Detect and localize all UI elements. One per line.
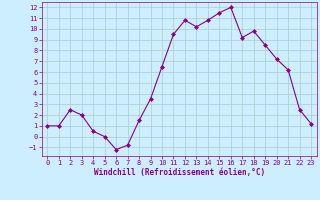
X-axis label: Windchill (Refroidissement éolien,°C): Windchill (Refroidissement éolien,°C) (94, 168, 265, 177)
